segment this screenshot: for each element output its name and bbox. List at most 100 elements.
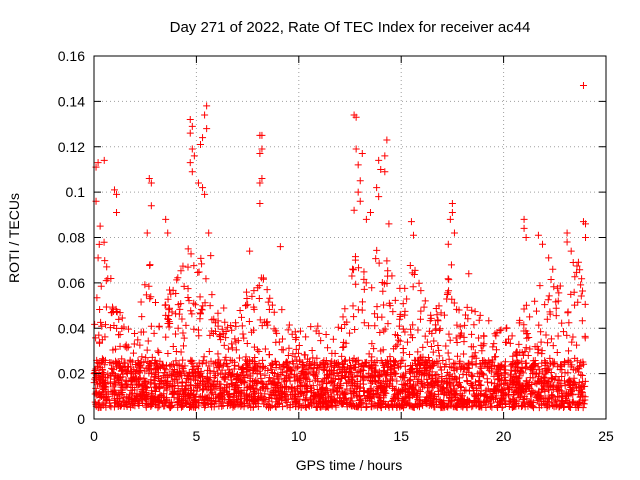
data-point	[341, 305, 349, 313]
data-point	[582, 220, 590, 228]
data-point	[216, 330, 224, 338]
data-point	[163, 386, 171, 394]
data-point	[153, 384, 161, 392]
data-point	[552, 312, 560, 320]
data-point	[356, 177, 364, 185]
data-point	[187, 250, 195, 258]
data-point	[256, 316, 264, 324]
data-point	[545, 365, 553, 373]
data-point	[199, 386, 207, 394]
data-point	[124, 397, 132, 405]
data-point	[332, 359, 340, 367]
data-point	[426, 371, 434, 379]
data-point	[208, 316, 216, 324]
data-point	[443, 380, 451, 388]
data-point	[219, 361, 227, 369]
data-point	[228, 326, 236, 334]
data-point	[417, 287, 425, 295]
data-point	[388, 402, 396, 410]
y-tick-label: 0.04	[58, 320, 85, 336]
data-point	[540, 385, 548, 393]
data-point	[312, 394, 320, 402]
data-point	[373, 390, 381, 398]
data-point	[336, 363, 344, 371]
data-point	[201, 398, 209, 406]
data-point	[346, 387, 354, 395]
data-point	[134, 336, 142, 344]
data-point	[492, 332, 500, 340]
data-point	[206, 302, 214, 310]
data-point	[365, 322, 373, 330]
data-point	[502, 366, 510, 374]
data-point	[162, 366, 170, 374]
data-point	[534, 349, 542, 357]
data-point	[245, 317, 253, 325]
data-point	[452, 393, 460, 401]
data-point	[212, 359, 220, 367]
data-point	[366, 209, 374, 217]
data-point	[231, 335, 239, 343]
data-point	[390, 368, 398, 376]
data-point	[150, 329, 158, 337]
data-point	[499, 392, 507, 400]
data-point	[284, 395, 292, 403]
data-point	[520, 305, 528, 313]
data-point	[416, 315, 424, 323]
y-tick-label: 0.06	[58, 275, 85, 291]
data-point	[196, 140, 204, 148]
data-point	[549, 265, 557, 273]
data-point	[226, 368, 234, 376]
data-point	[320, 366, 328, 374]
data-point	[148, 360, 156, 368]
data-point	[291, 353, 299, 361]
data-point	[520, 398, 528, 406]
data-point	[295, 400, 303, 408]
data-point	[206, 331, 214, 339]
data-point	[545, 254, 553, 262]
data-point	[179, 364, 187, 372]
data-point	[420, 303, 428, 311]
data-point	[433, 311, 441, 319]
data-point	[368, 284, 376, 292]
data-point	[471, 399, 479, 407]
data-point	[568, 361, 576, 369]
data-point	[484, 362, 492, 370]
data-point	[385, 220, 393, 228]
data-point	[113, 209, 121, 217]
data-point	[492, 366, 500, 374]
data-point	[489, 343, 497, 351]
data-point	[456, 397, 464, 405]
data-point	[256, 199, 264, 207]
data-point	[221, 318, 229, 326]
data-point	[130, 340, 138, 348]
data-point	[373, 184, 381, 192]
data-point	[356, 197, 364, 205]
data-point	[511, 367, 519, 375]
data-point	[286, 377, 294, 385]
data-point	[278, 306, 286, 314]
data-point	[563, 229, 571, 237]
data-point	[447, 386, 455, 394]
data-point	[225, 398, 233, 406]
data-point	[95, 240, 103, 248]
data-point	[246, 374, 254, 382]
data-point	[108, 364, 116, 372]
data-point	[427, 311, 435, 319]
data-point	[267, 365, 275, 373]
data-point	[363, 402, 371, 410]
data-point	[281, 397, 289, 405]
data-point	[492, 392, 500, 400]
data-point	[350, 206, 358, 214]
data-point	[162, 215, 170, 223]
data-point	[420, 382, 428, 390]
data-point	[330, 367, 338, 375]
data-point	[249, 357, 257, 365]
data-point	[429, 383, 437, 391]
data-point	[125, 325, 133, 333]
data-point	[401, 382, 409, 390]
data-point	[512, 349, 520, 357]
data-point	[342, 339, 350, 347]
data-point	[172, 357, 180, 365]
data-point	[220, 386, 228, 394]
data-point	[355, 264, 363, 272]
